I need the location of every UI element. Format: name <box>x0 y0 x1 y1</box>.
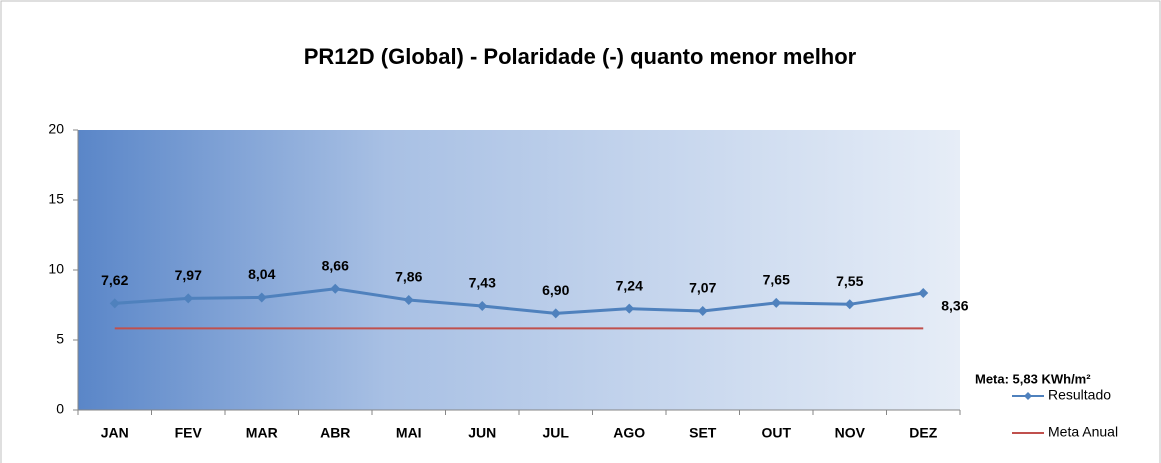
x-tick-label: AGO <box>613 425 645 441</box>
marker <box>550 308 561 319</box>
x-tick-label: ABR <box>320 425 350 441</box>
data-label: 7,86 <box>395 269 422 285</box>
marker <box>771 297 782 308</box>
x-tick-label: MAR <box>246 425 278 441</box>
x-tick-label: OUT <box>761 425 791 441</box>
marker <box>256 292 267 303</box>
x-tick-label: JUL <box>543 425 570 441</box>
data-label: 8,66 <box>322 257 349 273</box>
data-label: 7,65 <box>763 272 790 288</box>
data-label: 7,55 <box>836 273 863 289</box>
x-tick-label: DEZ <box>909 425 937 441</box>
data-label: 7,97 <box>175 267 202 283</box>
data-label: 8,36 <box>941 298 968 314</box>
marker <box>403 294 414 305</box>
legend-label: Resultado <box>1048 387 1111 403</box>
plot-area <box>78 130 960 410</box>
chart-title: PR12D (Global) - Polaridade (-) quanto m… <box>304 44 857 69</box>
marker <box>844 299 855 310</box>
marker <box>109 298 120 309</box>
y-tick-label: 15 <box>48 191 64 207</box>
x-tick-label: JAN <box>101 425 129 441</box>
data-label: 7,07 <box>689 280 716 296</box>
marker <box>330 283 341 294</box>
x-tick-label: JUN <box>468 425 496 441</box>
marker <box>477 300 488 311</box>
data-label: 7,62 <box>101 272 128 288</box>
x-tick-label: NOV <box>835 425 866 441</box>
data-label: 6,90 <box>542 282 569 298</box>
x-tick-label: FEV <box>175 425 203 441</box>
y-tick-label: 0 <box>56 401 64 417</box>
x-tick-label: SET <box>689 425 717 441</box>
marker <box>918 287 929 298</box>
data-label: 7,43 <box>469 275 496 291</box>
legend-marker <box>1024 392 1032 400</box>
x-tick-label: MAI <box>396 425 422 441</box>
series-line <box>114 287 924 315</box>
marker <box>624 303 635 314</box>
data-label: 7,24 <box>616 277 643 293</box>
y-tick-label: 10 <box>48 261 64 277</box>
legend-label: Meta Anual <box>1048 424 1118 440</box>
data-label: 8,04 <box>248 266 275 282</box>
marker <box>697 306 708 317</box>
marker <box>183 293 194 304</box>
y-tick-label: 5 <box>56 331 64 347</box>
annotation: Meta: 5,83 KWh/m² <box>975 371 1091 386</box>
y-tick-label: 20 <box>48 121 64 137</box>
